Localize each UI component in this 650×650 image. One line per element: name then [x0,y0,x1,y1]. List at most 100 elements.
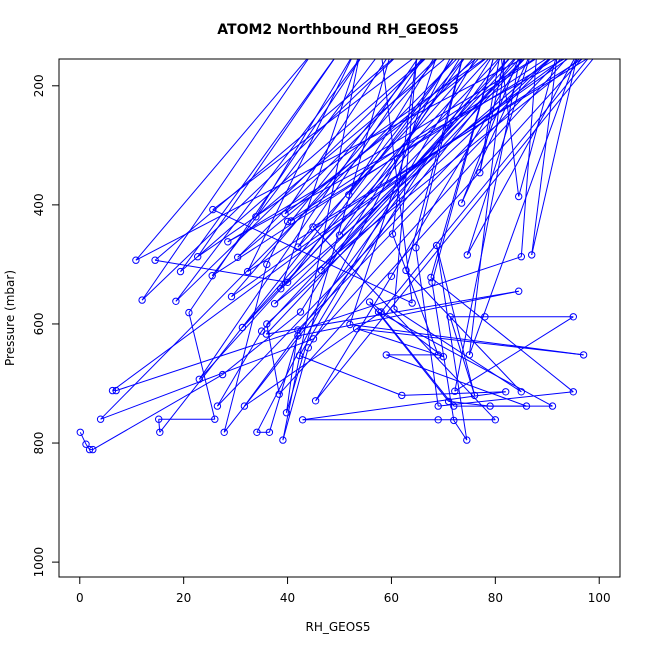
data-point [374,308,383,316]
plot-area: 0 20 40 60 80 100 200 400 600 800 1000 [32,58,621,605]
series-segment [158,419,161,433]
data-point [446,313,454,321]
data-point [224,238,232,246]
data-point [265,428,274,436]
data-point [402,266,410,275]
series-segment [415,247,439,407]
data-point [398,391,406,400]
series-segment [313,59,568,340]
series-segment [135,59,308,261]
data-point [515,287,523,295]
data-point [346,320,354,329]
data-point [294,326,302,334]
data-point [108,386,117,395]
series-segment [531,59,578,256]
data-point [296,308,305,316]
data-point [211,415,219,423]
data-point [528,251,536,259]
series-segment [284,59,387,215]
chart-title: ATOM2 Northbound RH_GEOS5 [217,22,458,38]
data-point [176,267,185,276]
data-point [463,251,471,259]
data-point [263,260,271,269]
data-point [209,205,217,214]
series-segment [349,324,584,356]
series-segment [315,276,392,402]
data-point [388,230,397,238]
x-tick-label: 80 [488,591,503,605]
data-point [569,313,577,321]
data-point [515,192,523,201]
data-point [172,297,180,305]
data-point [234,253,242,261]
series-segment [79,432,87,445]
series-segment [297,59,474,248]
data-point [450,416,458,425]
series-segment [348,59,464,196]
series-segment [453,420,468,441]
data-point [352,325,361,333]
series-segment [312,226,496,421]
y-tick-label: 800 [32,432,46,455]
series-segment [198,59,418,380]
series-segment [282,59,360,441]
series-segment [500,59,520,197]
data-point [253,428,261,436]
series-segment [244,311,382,407]
data-point [486,402,494,410]
series-segment [227,59,536,243]
series-segment [268,335,299,433]
data-point [548,402,557,410]
series-segment [431,282,455,421]
data-point [428,278,436,286]
series-segment [92,374,223,451]
data-point [270,300,279,308]
series-segment [349,59,437,325]
data-point [439,353,448,361]
series-segment [290,59,423,222]
series-segment [278,59,583,395]
data-point [463,436,471,444]
series-segment [180,59,335,272]
series-segment [299,59,476,356]
data-point [279,436,287,444]
series-segment [436,245,476,396]
data-point [85,445,94,454]
data-point [470,391,479,400]
series-segment [405,270,522,393]
data-point [294,243,302,251]
data-point [517,253,525,261]
series-segment [312,59,588,228]
data-point [283,217,292,226]
series-segment [430,277,574,393]
data-point [263,320,271,328]
series-segment [280,59,550,290]
data-point [390,305,398,313]
data-point [382,351,390,359]
series-segment [315,59,594,402]
data-point [155,415,163,423]
series-segment [274,59,581,305]
series-segment [154,59,394,261]
x-tick-label: 100 [588,591,611,605]
data-point [434,402,442,410]
series-segment [155,259,288,283]
series-segment [188,312,216,420]
series-segment [175,59,361,302]
data-point [444,397,453,406]
series-segment [141,59,395,301]
data-point [218,370,227,379]
x-tick-label: 60 [384,591,399,605]
series-segment [197,59,335,257]
data-point [194,253,202,261]
series-segment [320,59,510,271]
y-axis-label: Pressure (mbar) [3,270,17,366]
series-segment [135,59,524,261]
data-point [317,266,325,275]
data-point [476,169,484,177]
plot-frame [58,58,621,578]
series-segment [286,329,299,413]
series-segment [415,59,463,248]
series-segment [307,59,492,349]
